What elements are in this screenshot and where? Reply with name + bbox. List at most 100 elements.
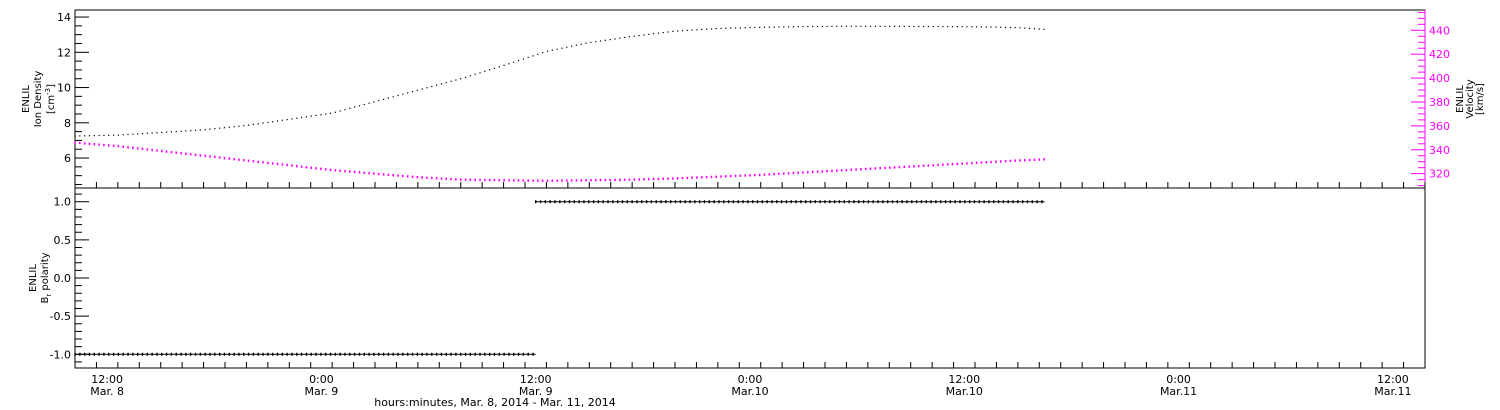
velocity-point [551,179,554,182]
density-point [710,28,713,30]
velocity-point [556,179,558,182]
density-point [296,117,298,119]
polarity-point [300,352,303,356]
velocity-point [223,156,226,160]
polarity-point [373,352,375,356]
density-point [498,66,500,68]
density-point [667,31,669,33]
density-point [1033,28,1036,30]
velocity-point [469,178,472,181]
velocity-point [185,152,187,155]
velocity-point [980,161,983,164]
velocity-point [787,172,790,175]
density-point [508,63,510,65]
polarity-point [204,352,206,356]
density-point [990,26,992,28]
polarity-point [911,200,913,204]
density-point [836,25,838,27]
density-point [580,43,582,45]
polarity-point [684,200,686,204]
density-point [108,134,110,136]
velocity-point [93,143,96,146]
density-point [489,69,491,71]
velocity-point [922,164,925,167]
velocity-point [903,165,906,169]
density-point [286,118,288,121]
velocity-point [966,162,968,165]
polarity-point [378,352,380,356]
polarity-point [621,200,624,204]
polarity-point [713,200,715,204]
density-point [175,130,177,133]
polarity-point [631,200,633,204]
velocity-point [975,161,978,165]
polarity-point [573,200,575,204]
velocity-point [445,177,448,181]
density-point [831,25,833,27]
velocity-point [835,169,838,172]
density-point [951,26,954,28]
density-point [898,25,901,28]
velocity-point [667,177,669,180]
density-point [730,27,732,29]
density-point [821,25,823,28]
polarity-point [1002,200,1005,204]
polarity-point [940,200,942,204]
top-y2label-line2: Velocity [1465,79,1476,118]
density-point [363,103,365,106]
polarity-point [563,200,566,204]
density-point [479,72,481,74]
top-ylabel-units-exp: -3 [44,88,52,95]
density-point [816,25,819,28]
velocity-point [286,163,288,167]
polarity-point [997,200,1000,204]
velocity-point [517,179,520,182]
polarity-point [503,352,505,356]
velocity-point [498,178,501,182]
polarity-point [315,352,317,356]
top-right-tick-label: 400 [1429,72,1450,85]
density-point [715,28,717,30]
velocity-point [999,160,1002,163]
velocity-point [165,150,168,153]
density-point [734,27,737,29]
polarity-point [795,200,797,204]
density-point [228,126,230,128]
density-point [122,134,124,136]
velocity-point [537,179,539,182]
velocity-point [79,141,81,145]
density-point [913,25,915,28]
polarity-point [602,200,604,204]
velocity-point [932,164,935,167]
polarity-point [185,352,187,356]
velocity-point [474,178,476,182]
polarity-point [435,352,438,356]
density-point [918,25,920,28]
polarity-point [161,352,163,356]
polarity-point [151,352,153,356]
bottom-panel: -1.0 -0.5 0.0 0.5 1.0 ENLIL Br polarity [28,187,1426,369]
x-tick-time: 0:00 [1166,373,1191,386]
polarity-point [891,200,894,204]
density-point [392,96,394,98]
density-point [402,93,404,95]
density-point [879,25,881,27]
density-point [773,26,775,28]
polarity-point [170,352,173,356]
polarity-point [132,352,134,356]
velocity-point [479,178,481,182]
polarity-point [973,200,976,204]
density-point [590,41,592,43]
polarity-point [382,352,385,356]
density-point [841,25,843,27]
polarity-point [165,352,168,356]
polarity-point [469,352,472,356]
polarity-point [766,200,768,204]
velocity-point [170,150,173,154]
polarity-point [655,200,657,204]
density-point [1004,26,1007,28]
x-tick-time: 0:00 [309,373,334,386]
density-point [720,27,722,30]
bottom-left-tick-label: 1.0 [54,196,72,209]
density-point [339,110,341,112]
